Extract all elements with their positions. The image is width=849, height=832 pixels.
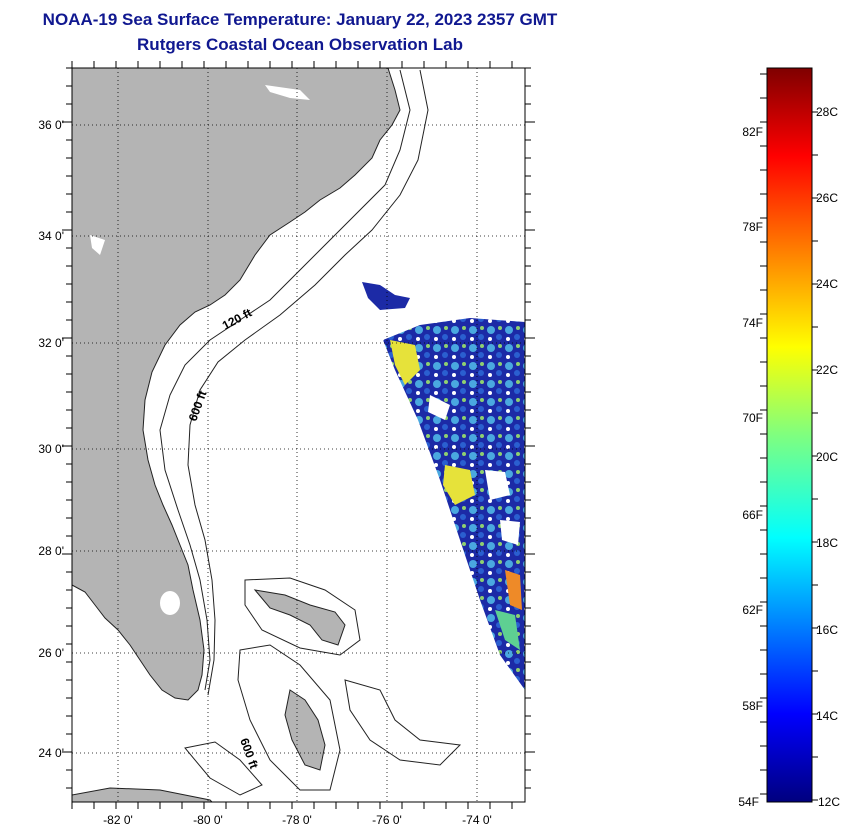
celsius-label: 12C [818, 795, 840, 809]
sst-swath-north [362, 282, 410, 310]
cuba-coast [72, 787, 213, 802]
land-bahamas-north [253, 589, 346, 646]
fahrenheit-label: 82F [742, 125, 763, 139]
lake-okeechobee [160, 591, 180, 615]
fahrenheit-label: 66F [742, 508, 763, 522]
lat-label: 28 0' [38, 544, 64, 558]
bank-outline-3 [344, 679, 462, 766]
lon-label: -78 0' [282, 813, 312, 827]
fahrenheit-label: 62F [742, 603, 763, 617]
map-title: NOAA-19 Sea Surface Temperature: January… [42, 10, 558, 29]
lat-label: 26 0' [38, 646, 64, 660]
lat-label: 24 0' [38, 746, 64, 760]
celsius-label: 14C [816, 709, 838, 723]
celsius-label: 18C [816, 536, 838, 550]
bank-outline-2 [237, 644, 341, 791]
land-bahamas-andros [284, 689, 326, 771]
lon-label: -76 0' [372, 813, 402, 827]
celsius-label: 26C [816, 191, 838, 205]
sst-swath [383, 318, 525, 690]
celsius-label: 20C [816, 450, 838, 464]
map-subtitle: Rutgers Coastal Ocean Observation Lab [137, 35, 463, 54]
lon-label: -80 0' [193, 813, 223, 827]
map-frame [71, 67, 526, 803]
fahrenheit-label: 54F [738, 795, 759, 809]
colorbar-gradient [766, 67, 813, 803]
contour-120ft [159, 69, 411, 691]
colorbar-ticks [760, 73, 818, 801]
cloud-gap-2 [485, 470, 510, 500]
sst-green-patch [495, 610, 520, 650]
sound-water-2 [90, 235, 105, 255]
land-southeast-us [72, 68, 401, 701]
celsius-label: 22C [816, 363, 838, 377]
sst-warm-patch-1 [390, 340, 420, 385]
fahrenheit-label: 74F [742, 316, 763, 330]
lat-label: 34 0' [38, 229, 64, 243]
contour-600ft [187, 69, 429, 696]
fahrenheit-label: 70F [742, 411, 763, 425]
bank-outline-4 [184, 741, 263, 796]
bank-outline [244, 577, 361, 656]
fahrenheit-label: 78F [742, 220, 763, 234]
fahrenheit-label: 58F [742, 699, 763, 713]
lat-label: 32 0' [38, 336, 64, 350]
cloud-gap-3 [500, 520, 520, 545]
lat-label: 36 0' [38, 118, 64, 132]
lon-label: -82 0' [103, 813, 133, 827]
axis-ticks [62, 61, 535, 809]
lon-label: -74 0' [462, 813, 492, 827]
sst-warm-patch-3 [505, 570, 522, 610]
celsius-label: 28C [816, 105, 838, 119]
lat-label: 30 0' [38, 442, 64, 456]
cloud-gap-1 [428, 395, 450, 420]
sound-water [265, 85, 310, 100]
sst-warm-patch-2 [443, 465, 475, 505]
celsius-label: 24C [816, 277, 838, 291]
celsius-label: 16C [816, 623, 838, 637]
